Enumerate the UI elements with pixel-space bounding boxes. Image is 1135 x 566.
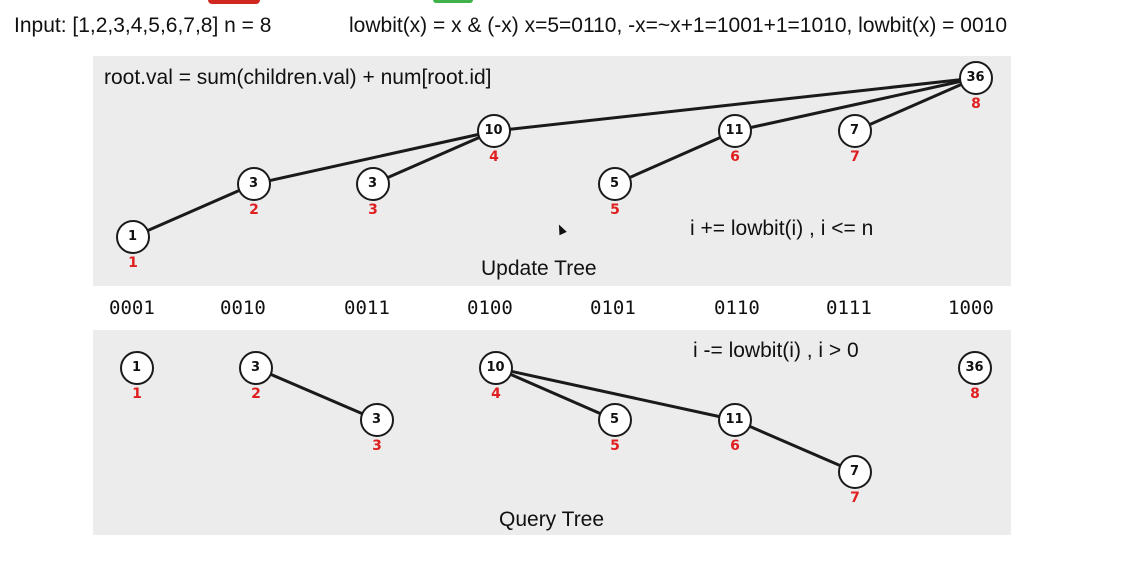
query-node-index-8: 8	[970, 386, 980, 402]
query-edge-2-3	[255, 366, 378, 422]
query-node-7: 7	[837, 454, 872, 489]
query-node-4: 10	[478, 350, 513, 385]
update-node-6: 11	[717, 113, 752, 148]
update-node-index-1: 1	[128, 255, 138, 271]
update-edge-2-4	[253, 129, 495, 186]
update-node-3: 3	[355, 166, 390, 201]
update-node-index-2: 2	[249, 202, 259, 218]
update-edge-5-6	[614, 129, 736, 186]
update-node-2: 3	[236, 166, 271, 201]
query-node-index-4: 4	[491, 386, 501, 402]
update-node-index-8: 8	[971, 96, 981, 112]
query-node-2: 3	[238, 350, 273, 385]
update-formula: root.val = sum(children.val) + num[root.…	[104, 66, 492, 89]
top-green-tab-fragment	[433, 0, 473, 3]
update-node-1: 1	[115, 219, 150, 254]
query-node-index-3: 3	[372, 438, 382, 454]
query-node-1: 1	[119, 350, 154, 385]
update-node-index-5: 5	[610, 202, 620, 218]
binary-label: 0101	[590, 297, 636, 319]
update-edge-7-8	[854, 76, 977, 133]
query-node-3: 3	[359, 402, 394, 437]
query-node-index-6: 6	[730, 438, 740, 454]
update-node-5: 5	[597, 166, 632, 201]
update-node-index-6: 6	[730, 149, 740, 165]
update-node-index-7: 7	[850, 149, 860, 165]
query-node-index-7: 7	[850, 490, 860, 506]
query-edge-4-5	[495, 366, 616, 422]
update-edge-6-8	[734, 76, 977, 133]
update-tree-title: Update Tree	[481, 257, 597, 280]
update-edge-4-8	[493, 76, 977, 133]
update-node-8: 36	[958, 60, 993, 95]
query-node-8: 36	[957, 350, 992, 385]
query-rule: i -= lowbit(i) , i > 0	[693, 339, 859, 362]
binary-label: 0110	[714, 297, 760, 319]
query-edge-6-7	[734, 418, 856, 474]
binary-label: 0111	[826, 297, 872, 319]
query-node-5: 5	[597, 402, 632, 437]
query-tree-title: Query Tree	[499, 508, 605, 531]
query-node-index-5: 5	[610, 438, 620, 454]
binary-label: 0100	[467, 297, 513, 319]
update-node-7: 7	[837, 113, 872, 148]
query-node-index-1: 1	[132, 386, 142, 402]
update-node-index-3: 3	[368, 202, 378, 218]
update-node-4: 10	[476, 113, 511, 148]
query-node-index-2: 2	[251, 386, 261, 402]
lowbit-header: lowbit(x) = x & (-x) x=5=0110, -x=~x+1=1…	[349, 14, 1007, 37]
binary-label: 0011	[344, 297, 390, 319]
update-node-index-4: 4	[489, 149, 499, 165]
update-edge-3-4	[372, 129, 495, 186]
top-red-tab-fragment	[208, 0, 260, 4]
binary-label: 1000	[948, 297, 994, 319]
query-node-6: 11	[717, 402, 752, 437]
input-header: Input: [1,2,3,4,5,6,7,8] n = 8	[14, 14, 272, 37]
binary-label: 0010	[220, 297, 266, 319]
query-edge-4-6	[495, 366, 736, 422]
binary-label: 0001	[109, 297, 155, 319]
update-rule: i += lowbit(i) , i <= n	[690, 217, 874, 240]
update-edge-1-2	[132, 182, 255, 239]
